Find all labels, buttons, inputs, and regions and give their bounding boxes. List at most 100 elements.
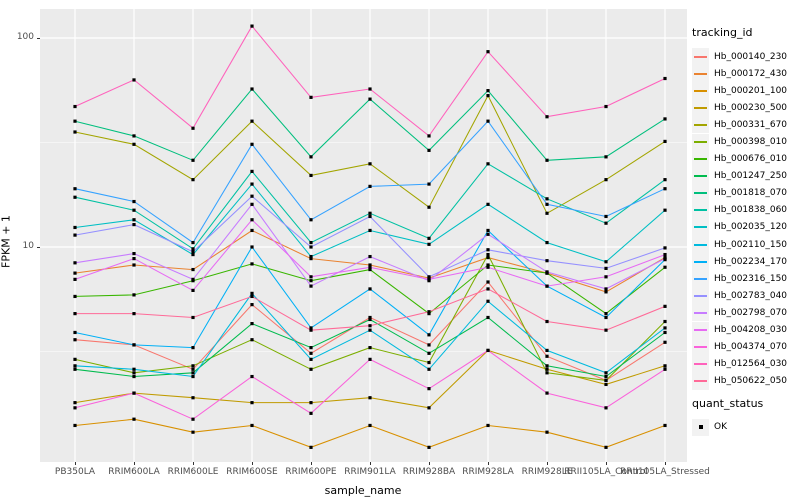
data-point <box>486 50 490 54</box>
ok-square-icon <box>698 425 703 430</box>
data-point <box>604 266 608 270</box>
legend-item-label: Hb_050622_050 <box>714 376 788 387</box>
legend-key <box>692 48 709 66</box>
legend-item: Hb_002316_150 <box>692 270 798 288</box>
data-point <box>486 89 490 93</box>
legend-swatch-line-icon <box>694 72 707 75</box>
x-tick-label: RRIM600LE <box>167 467 219 477</box>
data-point <box>309 328 313 332</box>
data-point <box>309 445 313 449</box>
data-point <box>250 228 254 233</box>
data-point <box>663 265 667 269</box>
x-tick-label: RRIM600PE <box>285 467 337 477</box>
legend-swatch-line-icon <box>694 294 707 297</box>
data-point <box>250 401 254 405</box>
data-point <box>486 248 490 252</box>
data-point <box>368 254 372 259</box>
x-tick-label: RRIM600LA <box>108 467 160 477</box>
legend-swatch-line-icon <box>694 55 707 58</box>
x-axis-label: sample_name <box>324 484 402 497</box>
legend-key <box>692 201 709 219</box>
data-point <box>250 87 254 91</box>
data-point <box>604 155 608 159</box>
data-point <box>309 257 313 261</box>
legend-swatch-line-icon <box>694 141 707 144</box>
data-point <box>486 202 490 206</box>
data-point <box>486 265 490 269</box>
data-point <box>191 240 195 245</box>
data-point <box>73 130 77 134</box>
x-tick-label: RRII105LA_Stressed <box>620 467 710 477</box>
data-point <box>545 202 549 206</box>
data-point <box>73 261 77 265</box>
legend-item: Hb_000331_670 <box>692 116 798 134</box>
data-point <box>132 142 136 146</box>
legend-title-quant-status: quant_status <box>692 396 764 410</box>
x-tick-label: PB350LA <box>54 467 96 477</box>
legend-item-label: Hb_002234_170 <box>714 256 788 267</box>
data-point <box>309 275 313 279</box>
legend-key <box>692 321 709 339</box>
data-point <box>250 169 254 173</box>
y-tick-label: 10 <box>22 241 34 251</box>
x-tick-mark <box>192 462 194 465</box>
data-point <box>427 387 431 391</box>
data-point <box>486 348 490 353</box>
data-point <box>132 257 136 261</box>
data-point <box>663 252 667 257</box>
legend-item: Hb_001838_060 <box>692 201 798 219</box>
data-point <box>191 430 195 434</box>
data-point <box>368 228 372 233</box>
legend-title-tracking-id: tracking_id <box>692 26 753 39</box>
x-tick-label: RRIM928BA <box>402 467 456 477</box>
data-point <box>427 134 431 138</box>
x-tick-label: RRIM928LE <box>521 467 573 477</box>
data-point <box>250 218 254 222</box>
data-point <box>309 155 313 159</box>
legend-item: Hb_000140_230 <box>692 48 798 66</box>
x-tick-mark <box>487 462 489 465</box>
legend-item-label: Hb_000172_430 <box>714 68 788 79</box>
legend-item: Hb_000676_010 <box>692 150 798 168</box>
data-point <box>250 294 254 299</box>
data-point <box>309 279 313 283</box>
x-tick-mark <box>664 462 666 465</box>
data-point <box>427 310 431 314</box>
data-point <box>250 338 254 342</box>
data-point <box>486 315 490 320</box>
legend-key <box>692 270 709 288</box>
data-point <box>191 364 195 368</box>
data-point <box>132 371 136 375</box>
data-point <box>368 315 372 320</box>
data-point <box>250 202 254 206</box>
data-point <box>604 445 608 449</box>
data-point <box>427 445 431 449</box>
data-point <box>191 126 195 130</box>
data-point <box>368 324 372 328</box>
data-point <box>368 357 372 361</box>
plot-panel <box>40 9 687 462</box>
data-point <box>545 211 549 215</box>
data-point <box>250 182 254 186</box>
data-point <box>427 148 431 152</box>
data-point <box>604 178 608 182</box>
legend-item: Hb_004374_070 <box>692 338 798 356</box>
data-point <box>73 271 77 275</box>
data-point <box>663 246 667 250</box>
legend-item-label: Hb_000676_010 <box>714 154 788 165</box>
data-point <box>309 346 313 350</box>
legend-item-label: Hb_004374_070 <box>714 342 788 353</box>
data-point <box>132 391 136 395</box>
legend-swatch-line-icon <box>694 226 707 229</box>
data-point <box>73 367 77 371</box>
legend-item-label: Hb_002110_150 <box>714 239 788 250</box>
legend-item: Hb_002783_040 <box>692 287 798 305</box>
legend-item-label: Hb_004208_030 <box>714 325 788 336</box>
legend-swatch-line-icon <box>694 192 707 195</box>
data-point <box>368 267 372 272</box>
data-point <box>191 417 195 421</box>
legend-swatch-line-icon <box>694 346 707 349</box>
data-point <box>604 406 608 410</box>
data-point <box>73 277 77 281</box>
data-point <box>368 184 372 188</box>
